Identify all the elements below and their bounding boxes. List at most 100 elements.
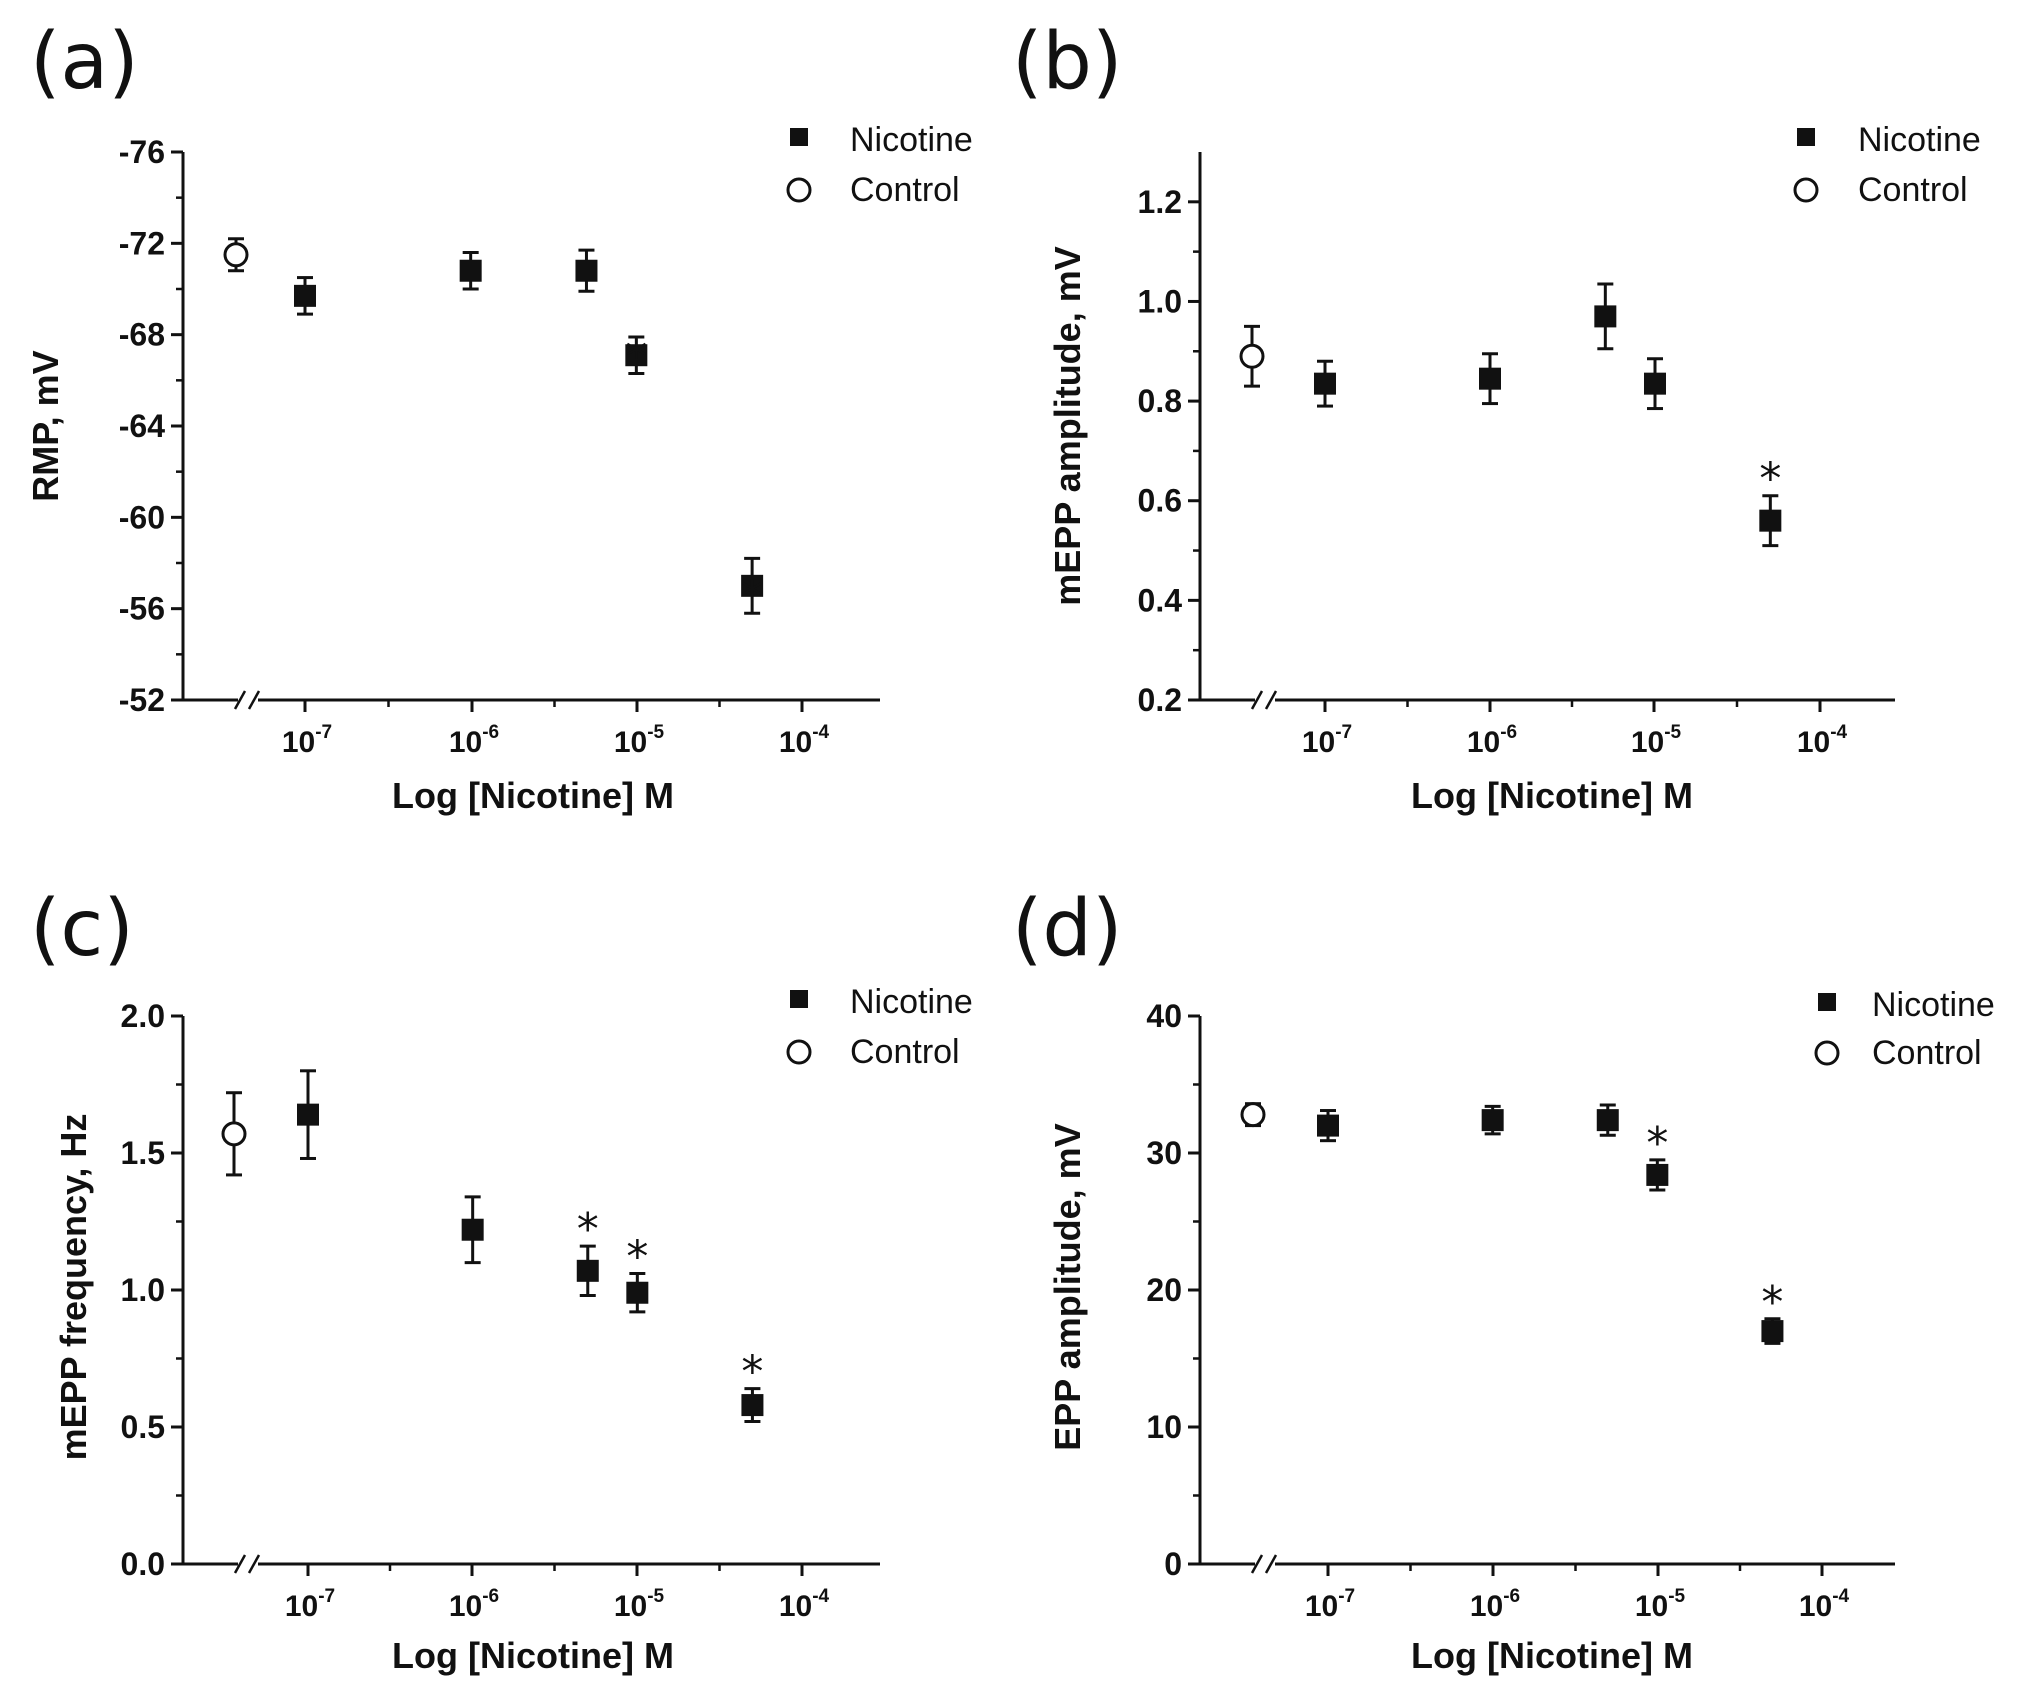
panel-label: (b) [1012, 17, 1122, 107]
axis-break-mark [1250, 690, 1264, 710]
nicotine-point [1761, 1320, 1784, 1343]
panel-d: (d) Nicotine Control Log [Nicotine] M EP… [1012, 884, 1995, 1676]
plot-area: 0.2 0.4 0.6 0.8 1.0 1.2 10-7 10-6 10-5 10-4 * [1138, 152, 1895, 759]
x-tick-label: 10-5 [614, 1586, 665, 1623]
x-tick-label: 10-4 [1797, 722, 1848, 759]
legend-nicotine-label: Nicotine [850, 121, 973, 159]
legend-control-marker [786, 177, 812, 203]
nicotine-point [625, 344, 648, 367]
legend-control-label: Control [850, 1033, 960, 1071]
axis-break-mark [247, 1554, 261, 1574]
y-axis-title: RMP, mV [25, 350, 66, 501]
y-tick-label: 0.4 [1138, 582, 1183, 618]
x-tick-label: 10-4 [779, 1586, 830, 1623]
x-tick-label: 10-6 [1470, 1586, 1520, 1623]
nicotine-point [459, 259, 482, 282]
y-tick-label: 2.0 [121, 998, 165, 1034]
panel-a: (a) Nicotine Control Log [Nicotine] M RM… [25, 17, 973, 816]
nicotine-point [626, 1281, 649, 1304]
y-tick-label: -56 [119, 591, 165, 627]
legend-nicotine-label: Nicotine [850, 983, 973, 1021]
x-tick-label: 10-5 [614, 722, 665, 759]
legend-nicotine-label: Nicotine [1858, 121, 1981, 159]
nicotine-point [741, 1394, 764, 1417]
significance-marker: * [1759, 454, 1781, 505]
x-axis-title: Log [Nicotine] M [392, 775, 674, 816]
x-tick-label: 10-5 [1635, 1586, 1686, 1623]
legend-control-marker [786, 1039, 812, 1065]
significance-marker: * [741, 1347, 763, 1398]
x-tick-label: 10-5 [1631, 722, 1682, 759]
nicotine-point [1644, 372, 1666, 395]
panel-b: (b) Nicotine Control Log [Nicotine] M mE… [1012, 17, 1981, 816]
axis-break-mark [1264, 1554, 1278, 1574]
legend: Nicotine Control [1814, 986, 1995, 1072]
y-tick-label: -76 [119, 134, 165, 170]
y-tick-label: -68 [119, 317, 165, 353]
nicotine-point [575, 259, 598, 282]
y-tick-label: 0.5 [121, 1409, 165, 1445]
y-tick-label: -60 [119, 499, 165, 535]
y-tick-label: 0 [1164, 1546, 1182, 1582]
significance-marker: * [741, 571, 763, 622]
y-tick-label: -72 [119, 225, 165, 261]
plot-area: 0 10 20 30 40 10-7 10-6 10-5 10-4 * * [1146, 998, 1895, 1623]
nicotine-point [1646, 1163, 1669, 1186]
legend-control-marker [1793, 177, 1819, 203]
x-tick-label: 10-4 [779, 722, 830, 759]
y-tick-label: 1.2 [1138, 184, 1182, 220]
significance-marker: * [577, 1204, 599, 1255]
panel-label: (a) [30, 17, 139, 107]
nicotine-point [294, 284, 316, 307]
plot-area: -76 -72 -68 -64 -60 -56 -52 10-7 10-6 10-5 10-4 * * [119, 134, 880, 759]
significance-marker: * [1646, 1118, 1668, 1169]
nicotine-point [1479, 367, 1501, 390]
axis-break-mark [1264, 690, 1278, 710]
x-tick-label: 10-6 [449, 722, 499, 759]
panel-label: (d) [1012, 884, 1122, 974]
x-tick-label: 10-6 [1467, 722, 1517, 759]
nicotine-point [1314, 372, 1336, 395]
y-tick-label: 1.0 [121, 1272, 165, 1308]
significance-marker: * [625, 331, 647, 382]
y-axis-title: EPP amplitude, mV [1047, 1123, 1088, 1450]
panel-c: (c) Nicotine Control Log [Nicotine] M mE… [30, 884, 973, 1676]
x-tick-label: 10-7 [1305, 1586, 1355, 1623]
legend-control-marker [1814, 1040, 1840, 1066]
nicotine-point [741, 574, 764, 597]
y-tick-label: 10 [1146, 1409, 1182, 1445]
y-tick-label: 40 [1146, 998, 1182, 1034]
y-tick-label: 1.5 [121, 1135, 165, 1171]
axis-break-mark [233, 690, 247, 710]
y-tick-label: 0.0 [121, 1546, 165, 1582]
x-axis-title: Log [Nicotine] M [1411, 775, 1693, 816]
legend-nicotine-marker [1818, 993, 1836, 1011]
y-tick-label: 0.6 [1138, 483, 1182, 519]
axis-break-mark [1250, 1554, 1264, 1574]
y-axis-title: mEPP frequency, Hz [53, 1114, 94, 1461]
legend-nicotine-marker [790, 128, 808, 146]
plot-area: 0.0 0.5 1.0 1.5 2.0 10-7 10-6 10-5 10-4 * * * [121, 998, 880, 1623]
legend-nicotine-label: Nicotine [1872, 986, 1995, 1024]
y-tick-label: 30 [1146, 1135, 1182, 1171]
legend-nicotine-marker [790, 990, 808, 1008]
x-axis-title: Log [Nicotine] M [392, 1635, 674, 1676]
legend: Nicotine Control [1793, 121, 1981, 209]
legend-control-label: Control [850, 171, 960, 209]
y-tick-label: -64 [119, 408, 165, 444]
control-point [1239, 343, 1265, 369]
legend: Nicotine Control [786, 983, 973, 1071]
nicotine-point [576, 1259, 599, 1282]
x-tick-label: 10-7 [282, 722, 332, 759]
nicotine-point [297, 1103, 319, 1126]
nicotine-point [1759, 509, 1782, 532]
y-tick-label: 0.2 [1138, 682, 1182, 718]
x-tick-label: 10-4 [1799, 1586, 1850, 1623]
x-axis-title: Log [Nicotine] M [1411, 1635, 1693, 1676]
nicotine-point [1481, 1109, 1504, 1132]
nicotine-point [1594, 305, 1617, 328]
significance-marker: * [626, 1232, 648, 1283]
axis-break-mark [233, 1554, 247, 1574]
axis-break-mark [247, 690, 261, 710]
nicotine-point [461, 1218, 484, 1241]
